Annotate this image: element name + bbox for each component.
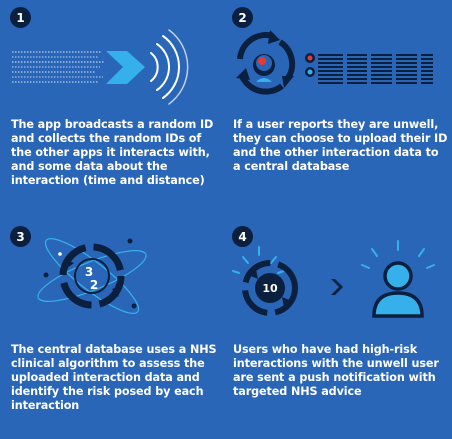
- step-2-description: If a user reports they are unwell, they …: [233, 118, 448, 173]
- data-records-icon: [305, 53, 433, 84]
- step-panel-4: 4 10 Users who have had high-risk inter: [226, 219, 452, 438]
- step-panel-3: 3 3 2 The central database uses a NHS cl…: [0, 219, 226, 438]
- step-4-description: Users who have had high-risk interaction…: [233, 343, 439, 398]
- step-3-illustration: 3 2: [37, 238, 147, 314]
- step-4-illustration: 10: [232, 240, 435, 318]
- step-number-badge: 1: [10, 7, 31, 28]
- user-upload-cycle-icon: [236, 30, 296, 95]
- orbit-digit-bottom: 2: [90, 278, 98, 292]
- step-number-badge: 3: [10, 226, 31, 247]
- data-stream-icon: [12, 51, 105, 83]
- orbit-digit-top: 3: [85, 265, 93, 279]
- broadcast-arrow-icon: [106, 51, 145, 84]
- risk-score-icon: [232, 246, 298, 316]
- notified-user-icon: [361, 240, 435, 318]
- step-2-illustration: [236, 30, 433, 95]
- step-panel-2: 2: [226, 0, 452, 219]
- step-1-illustration: [12, 29, 189, 105]
- risk-score-value: 10: [262, 282, 278, 295]
- step-3-description: The central database uses a NHS clinical…: [11, 343, 217, 412]
- step-number-badge: 4: [232, 226, 253, 247]
- step-panel-1: 1 The app broadcasts a random ID and col…: [0, 0, 226, 219]
- signal-waves-icon: [150, 29, 189, 105]
- chevron-right-icon: [331, 279, 343, 295]
- step-1-description: The app broadcasts a random ID and colle…: [11, 118, 214, 187]
- algorithm-orbit-icon: [37, 238, 147, 314]
- step-number-badge: 2: [232, 7, 253, 28]
